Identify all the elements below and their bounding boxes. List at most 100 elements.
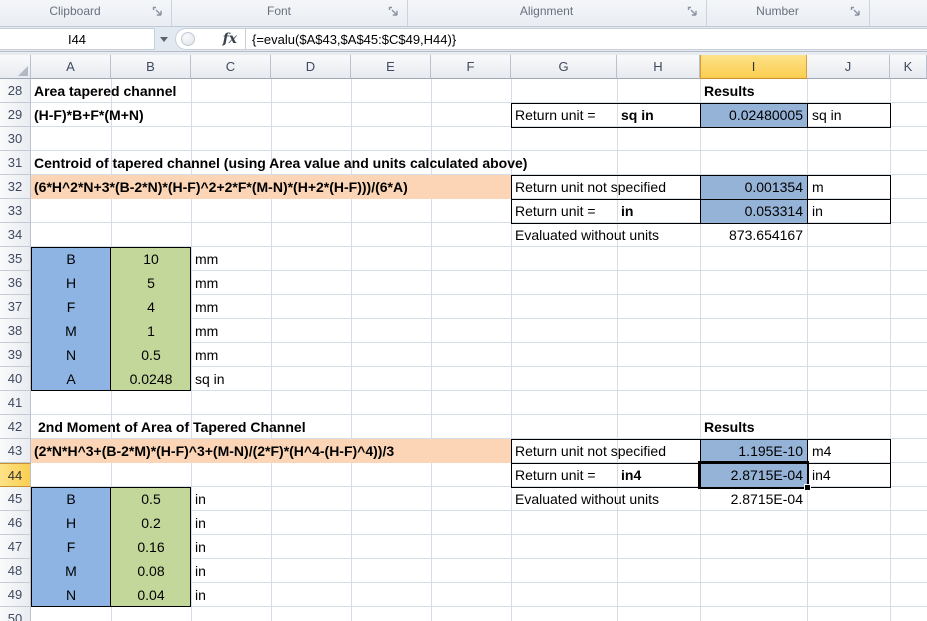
cell-c49-unit[interactable]: in xyxy=(195,587,206,603)
formula-bar-button[interactable] xyxy=(181,32,195,46)
cell-g29-label[interactable]: Return unit = xyxy=(515,107,596,123)
row-header[interactable]: 42 xyxy=(0,415,31,439)
column-header-e[interactable]: E xyxy=(351,55,431,79)
cell-i29-value[interactable]: 0.02480005 xyxy=(729,107,803,123)
cell-a49-param[interactable]: N xyxy=(65,587,77,603)
column-header-f[interactable]: F xyxy=(431,55,511,79)
cell-g45-label[interactable]: Evaluated without units xyxy=(515,491,659,507)
cell-b38-value[interactable]: 1 xyxy=(147,323,155,339)
cell-b36-value[interactable]: 5 xyxy=(147,275,155,291)
cell-a31-section-title[interactable]: Centroid of tapered channel (using Area … xyxy=(34,155,528,171)
dialog-launcher-icon[interactable] xyxy=(151,5,164,18)
row-header[interactable]: 37 xyxy=(0,295,31,319)
cell-c38-unit[interactable]: mm xyxy=(195,323,219,339)
cell-a39-param[interactable]: N xyxy=(65,347,77,363)
row-header[interactable]: 29 xyxy=(0,103,31,127)
formula-highlight-cell[interactable] xyxy=(31,175,511,199)
cell-i34-value[interactable]: 873.654167 xyxy=(729,227,803,243)
cell-a37-param[interactable]: F xyxy=(66,299,76,315)
cell-b47-value[interactable]: 0.16 xyxy=(137,539,165,555)
dialog-launcher-icon[interactable] xyxy=(387,5,400,18)
row-header[interactable]: 30 xyxy=(0,127,31,151)
cell-j33-unit[interactable]: in xyxy=(812,203,823,219)
row-header[interactable]: 39 xyxy=(0,343,31,367)
cell-a42-section-title[interactable]: 2nd Moment of Area of Tapered Channel xyxy=(38,419,306,435)
cell-j43-unit[interactable]: m4 xyxy=(812,443,832,459)
cell-c35-unit[interactable]: mm xyxy=(195,251,219,267)
cell-b39-value[interactable]: 0.5 xyxy=(141,347,161,363)
cell-a36-param[interactable]: H xyxy=(65,275,77,291)
cell-c46-unit[interactable]: in xyxy=(195,515,206,531)
column-header-d[interactable]: D xyxy=(271,55,351,79)
cell-j32-unit[interactable]: m xyxy=(812,179,824,195)
column-header-a[interactable]: A xyxy=(31,55,111,79)
formula-highlight-cell[interactable] xyxy=(31,439,511,463)
name-box[interactable]: I44 xyxy=(0,28,155,50)
cell-h44-unit-arg[interactable]: in4 xyxy=(621,467,642,483)
cell-a46-param[interactable]: H xyxy=(65,515,77,531)
cell-g43-label[interactable]: Return unit not specified xyxy=(515,443,666,459)
column-header-b[interactable]: B xyxy=(111,55,191,79)
cell-g33-label[interactable]: Return unit = xyxy=(515,203,596,219)
cell-j44-unit[interactable]: in4 xyxy=(812,467,831,483)
row-header[interactable]: 38 xyxy=(0,319,31,343)
cell-a38-param[interactable]: M xyxy=(65,323,77,339)
cell-i33-value[interactable]: 0.053314 xyxy=(744,203,803,219)
cell-c45-unit[interactable]: in xyxy=(195,491,206,507)
row-header[interactable]: 46 xyxy=(0,511,31,535)
cell-g34-label[interactable]: Evaluated without units xyxy=(515,227,659,243)
cell-i44-active-value[interactable]: 2.8715E-04 xyxy=(730,467,803,483)
column-header-j[interactable]: J xyxy=(807,55,890,79)
cell-c48-unit[interactable]: in xyxy=(195,563,206,579)
select-all-button[interactable] xyxy=(0,55,31,79)
cell-a48-param[interactable]: M xyxy=(65,563,77,579)
cell-c39-unit[interactable]: mm xyxy=(195,347,219,363)
cell-i32-value[interactable]: 0.001354 xyxy=(744,179,803,195)
column-header-c[interactable]: C xyxy=(191,55,271,79)
cell-a32-formula[interactable]: (6*H^2*N+3*(B-2*N)*(H-F)^2+2*F*(M-N)*(H+… xyxy=(34,179,408,195)
name-box-dropdown[interactable] xyxy=(155,28,172,50)
formula-input[interactable]: {=evalu($A$43,$A$45:$C$49,H44)} xyxy=(252,31,457,47)
cell-c36-unit[interactable]: mm xyxy=(195,275,219,291)
row-header[interactable]: 43 xyxy=(0,439,31,463)
row-header[interactable]: 41 xyxy=(0,391,31,415)
row-header[interactable]: 28 xyxy=(0,79,31,103)
row-header-44-selected[interactable]: 44 xyxy=(0,463,31,487)
cell-a45-param[interactable]: B xyxy=(66,491,76,507)
cell-b49-value[interactable]: 0.04 xyxy=(137,587,165,603)
cell-b37-value[interactable]: 4 xyxy=(147,299,155,315)
row-header[interactable]: 34 xyxy=(0,223,31,247)
cell-a47-param[interactable]: F xyxy=(66,539,76,555)
cell-c37-unit[interactable]: mm xyxy=(195,299,219,315)
dialog-launcher-icon[interactable] xyxy=(686,5,699,18)
column-header-k[interactable]: K xyxy=(890,55,927,79)
cell-a35-param[interactable]: B xyxy=(66,251,76,267)
row-header[interactable]: 47 xyxy=(0,535,31,559)
cell-b48-value[interactable]: 0.08 xyxy=(137,563,165,579)
cell-i45-value[interactable]: 2.8715E-04 xyxy=(730,491,803,507)
row-header[interactable]: 50 xyxy=(0,607,31,621)
row-header[interactable]: 31 xyxy=(0,151,31,175)
cell-b40-value[interactable]: 0.0248 xyxy=(129,371,173,387)
cell-i28-results-header[interactable]: Results xyxy=(704,83,755,99)
row-header[interactable]: 45 xyxy=(0,487,31,511)
row-header[interactable]: 33 xyxy=(0,199,31,223)
cell-b46-value[interactable]: 0.2 xyxy=(141,515,161,531)
row-header[interactable]: 36 xyxy=(0,271,31,295)
cell-g44-label[interactable]: Return unit = xyxy=(515,467,596,483)
cell-h33-unit-arg[interactable]: in xyxy=(621,203,634,219)
column-header-h[interactable]: H xyxy=(617,55,700,79)
row-header[interactable]: 40 xyxy=(0,367,31,391)
dialog-launcher-icon[interactable] xyxy=(849,5,862,18)
cell-h29-unit-arg[interactable]: sq in xyxy=(621,107,654,123)
cell-i42-results-header[interactable]: Results xyxy=(704,419,755,435)
cell-c40-unit[interactable]: sq in xyxy=(195,371,225,387)
fill-handle[interactable] xyxy=(804,484,811,491)
insert-function-icon[interactable]: fx xyxy=(222,31,237,47)
column-header-i-selected[interactable]: I xyxy=(700,55,807,79)
column-header-g[interactable]: G xyxy=(511,55,617,79)
cell-c47-unit[interactable]: in xyxy=(195,539,206,555)
row-header[interactable]: 48 xyxy=(0,559,31,583)
cell-a40-param[interactable]: A xyxy=(66,371,76,387)
cell-i43-value[interactable]: 1.195E-10 xyxy=(738,443,803,459)
